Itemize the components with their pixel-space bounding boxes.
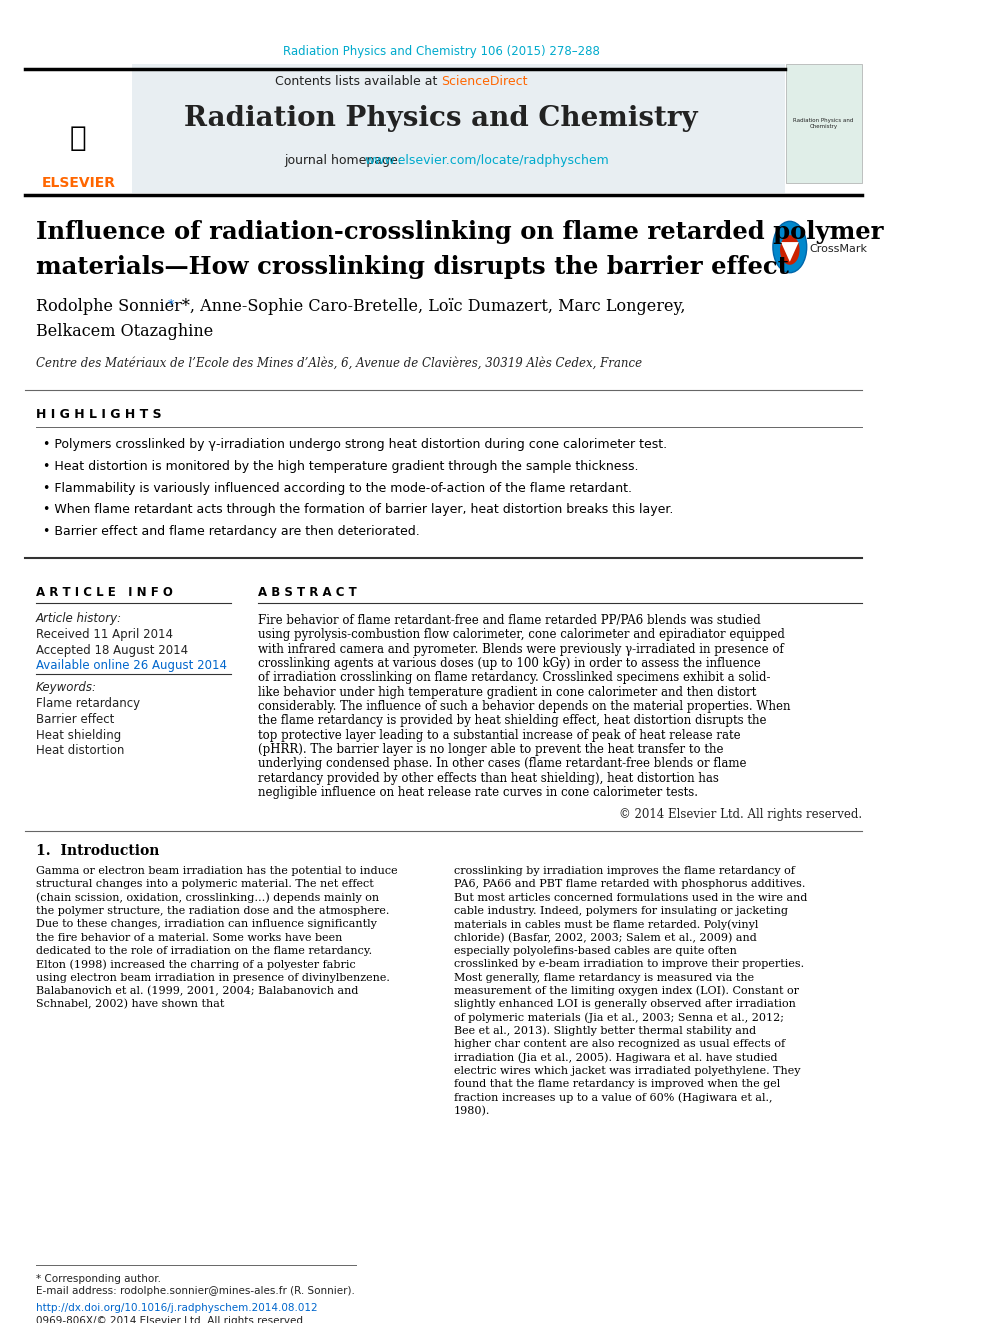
Text: A B S T R A C T: A B S T R A C T (258, 586, 357, 599)
Text: Balabanovich et al. (1999, 2001, 2004; Balabanovich and: Balabanovich et al. (1999, 2001, 2004; B… (36, 986, 358, 996)
Text: www.elsevier.com/locate/radphyschem: www.elsevier.com/locate/radphyschem (365, 153, 609, 167)
Text: Gamma or electron beam irradiation has the potential to induce: Gamma or electron beam irradiation has t… (36, 867, 397, 876)
Text: ScienceDirect: ScienceDirect (441, 74, 528, 87)
Text: Fire behavior of flame retardant-free and flame retarded PP/PA6 blends was studi: Fire behavior of flame retardant-free an… (258, 614, 761, 627)
Text: (pHRR). The barrier layer is no longer able to prevent the heat transfer to the: (pHRR). The barrier layer is no longer a… (258, 744, 723, 755)
Text: Available online 26 August 2014: Available online 26 August 2014 (36, 659, 226, 672)
Text: underlying condensed phase. In other cases (flame retardant-free blends or flame: underlying condensed phase. In other cas… (258, 757, 746, 770)
Text: Radiation Physics and Chemistry: Radiation Physics and Chemistry (185, 105, 698, 132)
Text: crosslinking agents at various doses (up to 100 kGy) in order to assess the infl: crosslinking agents at various doses (up… (258, 658, 761, 669)
Text: Radiation Physics and Chemistry 106 (2015) 278–288: Radiation Physics and Chemistry 106 (201… (283, 45, 599, 58)
Text: considerably. The influence of such a behavior depends on the material propertie: considerably. The influence of such a be… (258, 700, 791, 713)
Text: structural changes into a polymeric material. The net effect: structural changes into a polymeric mate… (36, 880, 373, 889)
Text: of polymeric materials (Jia et al., 2003; Senna et al., 2012;: of polymeric materials (Jia et al., 2003… (453, 1012, 784, 1023)
Text: • When flame retardant acts through the formation of barrier layer, heat distort: • When flame retardant acts through the … (43, 503, 673, 516)
Text: CrossMark: CrossMark (809, 243, 867, 254)
Text: irradiation (Jia et al., 2005). Hagiwara et al. have studied: irradiation (Jia et al., 2005). Hagiwara… (453, 1053, 777, 1062)
Text: H I G H L I G H T S: H I G H L I G H T S (36, 409, 162, 422)
Text: 1.  Introduction: 1. Introduction (36, 844, 159, 859)
Text: Schnabel, 2002) have shown that: Schnabel, 2002) have shown that (36, 999, 224, 1009)
Polygon shape (781, 242, 799, 262)
Text: electric wires which jacket was irradiated polyethylene. They: electric wires which jacket was irradiat… (453, 1066, 801, 1076)
Text: © 2014 Elsevier Ltd. All rights reserved.: © 2014 Elsevier Ltd. All rights reserved… (619, 808, 862, 822)
Text: http://dx.doi.org/10.1016/j.radphyschem.2014.08.012: http://dx.doi.org/10.1016/j.radphyschem.… (36, 1303, 317, 1314)
Text: Bee et al., 2013). Slightly better thermal stability and: Bee et al., 2013). Slightly better therm… (453, 1025, 756, 1036)
Text: higher char content are also recognized as usual effects of: higher char content are also recognized … (453, 1040, 785, 1049)
Text: Heat distortion: Heat distortion (36, 745, 124, 758)
Text: found that the flame retardancy is improved when the gel: found that the flame retardancy is impro… (453, 1080, 780, 1089)
Text: especially polyolefins-based cables are quite often: especially polyolefins-based cables are … (453, 946, 736, 957)
Text: Most generally, flame retardancy is measured via the: Most generally, flame retardancy is meas… (453, 972, 754, 983)
Text: 1980).: 1980). (453, 1106, 490, 1117)
Bar (25, 65, 132, 193)
Text: Received 11 April 2014: Received 11 April 2014 (36, 628, 173, 640)
Text: But most articles concerned formulations used in the wire and: But most articles concerned formulations… (453, 893, 806, 902)
Text: with infrared camera and pyrometer. Blends were previously γ-irradiated in prese: with infrared camera and pyrometer. Blen… (258, 643, 784, 656)
Text: E-mail address: rodolphe.sonnier@mines-ales.fr (R. Sonnier).: E-mail address: rodolphe.sonnier@mines-a… (36, 1286, 354, 1297)
Text: PA6, PA66 and PBT flame retarded with phosphorus additives.: PA6, PA66 and PBT flame retarded with ph… (453, 880, 805, 889)
Text: ELSEVIER: ELSEVIER (42, 176, 115, 189)
Ellipse shape (773, 221, 806, 273)
Text: Elton (1998) increased the charring of a polyester fabric: Elton (1998) increased the charring of a… (36, 959, 355, 970)
Text: fraction increases up to a value of 60% (Hagiwara et al.,: fraction increases up to a value of 60% … (453, 1093, 772, 1103)
Text: Contents lists available at: Contents lists available at (275, 74, 441, 87)
Text: crosslinked by e-beam irradiation to improve their properties.: crosslinked by e-beam irradiation to imp… (453, 959, 804, 970)
Text: Rodolphe Sonnier*, Anne-Sophie Caro-Bretelle, Loïc Dumazert, Marc Longerey,: Rodolphe Sonnier*, Anne-Sophie Caro-Bret… (36, 298, 685, 315)
Text: using electron beam irradiation in presence of divinylbenzene.: using electron beam irradiation in prese… (36, 972, 390, 983)
Text: materials in cables must be flame retarded. Poly(vinyl: materials in cables must be flame retard… (453, 919, 758, 930)
Text: • Polymers crosslinked by γ-irradiation undergo strong heat distortion during co: • Polymers crosslinked by γ-irradiation … (43, 438, 667, 451)
Text: Influence of radiation-crosslinking on flame retarded polymer: Influence of radiation-crosslinking on f… (36, 220, 883, 245)
Text: 🌳: 🌳 (70, 124, 86, 152)
Text: retardancy provided by other effects than heat shielding), heat distortion has: retardancy provided by other effects tha… (258, 771, 719, 785)
Text: materials—How crosslinking disrupts the barrier effect: materials—How crosslinking disrupts the … (36, 255, 789, 279)
Text: Accepted 18 August 2014: Accepted 18 August 2014 (36, 644, 187, 656)
Text: (chain scission, oxidation, crosslinking…) depends mainly on: (chain scission, oxidation, crosslinking… (36, 893, 379, 902)
Text: chloride) (Basfar, 2002, 2003; Salem et al., 2009) and: chloride) (Basfar, 2002, 2003; Salem et … (453, 933, 756, 943)
Text: negligible influence on heat release rate curves in cone calorimeter tests.: negligible influence on heat release rat… (258, 786, 698, 799)
Text: using pyrolysis-combustion flow calorimeter, cone calorimeter and epiradiator eq: using pyrolysis-combustion flow calorime… (258, 628, 785, 642)
Text: • Flammability is variously influenced according to the mode-of-action of the fl: • Flammability is variously influenced a… (43, 482, 632, 495)
Text: Keywords:: Keywords: (36, 681, 96, 695)
Text: Belkacem Otazaghine: Belkacem Otazaghine (36, 323, 213, 340)
Text: *: * (168, 298, 174, 311)
Text: Due to these changes, irradiation can influence significantly: Due to these changes, irradiation can in… (36, 919, 376, 929)
Text: slightly enhanced LOI is generally observed after irradiation: slightly enhanced LOI is generally obser… (453, 999, 796, 1009)
Text: of irradiation crosslinking on flame retardancy. Crosslinked specimens exhibit a: of irradiation crosslinking on flame ret… (258, 671, 771, 684)
Bar (25, 65, 786, 193)
Text: • Heat distortion is monitored by the high temperature gradient through the samp: • Heat distortion is monitored by the hi… (43, 460, 638, 472)
Text: dedicated to the role of irradiation on the flame retardancy.: dedicated to the role of irradiation on … (36, 946, 372, 957)
Text: top protective layer leading to a substantial increase of peak of heat release r: top protective layer leading to a substa… (258, 729, 741, 742)
Text: Centre des Matériaux de l’Ecole des Mines d’Alès, 6, Avenue de Clavières, 30319 : Centre des Matériaux de l’Ecole des Mine… (36, 357, 642, 370)
Text: like behavior under high temperature gradient in cone calorimeter and then disto: like behavior under high temperature gra… (258, 685, 756, 699)
Text: journal homepage:: journal homepage: (285, 153, 407, 167)
Text: Barrier effect: Barrier effect (36, 713, 114, 726)
Text: the polymer structure, the radiation dose and the atmosphere.: the polymer structure, the radiation dos… (36, 906, 389, 916)
Text: the flame retardancy is provided by heat shielding effect, heat distortion disru: the flame retardancy is provided by heat… (258, 714, 767, 728)
Text: • Barrier effect and flame retardancy are then deteriorated.: • Barrier effect and flame retardancy ar… (43, 525, 420, 538)
Text: the fire behavior of a material. Some works have been: the fire behavior of a material. Some wo… (36, 933, 342, 943)
Bar (787, 65, 862, 183)
Text: measurement of the limiting oxygen index (LOI). Constant or: measurement of the limiting oxygen index… (453, 986, 799, 996)
Text: * Corresponding author.: * Corresponding author. (36, 1274, 161, 1283)
Text: crosslinking by irradiation improves the flame retardancy of: crosslinking by irradiation improves the… (453, 867, 795, 876)
Text: Radiation Physics and
Chemistry: Radiation Physics and Chemistry (794, 118, 854, 128)
Text: A R T I C L E   I N F O: A R T I C L E I N F O (36, 586, 173, 599)
Text: 0969-806X/© 2014 Elsevier Ltd. All rights reserved.: 0969-806X/© 2014 Elsevier Ltd. All right… (36, 1316, 306, 1323)
Text: cable industry. Indeed, polymers for insulating or jacketing: cable industry. Indeed, polymers for ins… (453, 906, 788, 916)
Text: Flame retardancy: Flame retardancy (36, 697, 140, 710)
Text: Heat shielding: Heat shielding (36, 729, 121, 742)
Text: Article history:: Article history: (36, 613, 122, 624)
Ellipse shape (780, 235, 800, 265)
